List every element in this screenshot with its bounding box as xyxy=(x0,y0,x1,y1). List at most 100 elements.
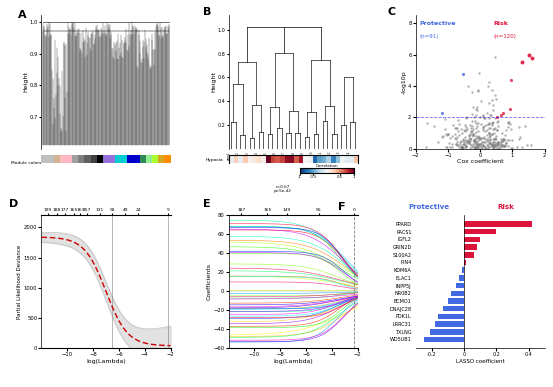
Y-axis label: -log10p: -log10p xyxy=(401,70,407,94)
Point xyxy=(500,132,509,139)
Point xyxy=(447,133,456,139)
Point xyxy=(485,130,494,136)
Point xyxy=(471,106,480,112)
Point xyxy=(476,141,485,147)
Point xyxy=(514,124,523,130)
Point xyxy=(473,120,482,126)
Point xyxy=(468,123,477,129)
Point xyxy=(464,83,473,89)
Point xyxy=(461,142,469,148)
Point xyxy=(507,137,516,143)
Bar xyxy=(424,337,464,342)
Bar xyxy=(54,155,60,163)
Point xyxy=(487,112,495,118)
Point xyxy=(482,137,491,144)
Point xyxy=(486,143,495,149)
Point xyxy=(523,141,531,147)
Point xyxy=(498,136,507,142)
Point xyxy=(446,144,455,151)
Point xyxy=(458,145,467,151)
Bar xyxy=(48,155,54,163)
Point xyxy=(486,137,494,143)
Point xyxy=(462,143,471,149)
Point xyxy=(528,55,536,61)
Point xyxy=(462,143,471,149)
Point xyxy=(473,142,482,148)
Text: gene4: gene4 xyxy=(255,151,259,160)
Point xyxy=(488,131,497,137)
Point xyxy=(507,145,516,151)
Point xyxy=(485,134,494,140)
X-axis label: log(Lambda): log(Lambda) xyxy=(86,359,126,364)
Point xyxy=(474,134,483,140)
Point xyxy=(499,110,508,116)
Point xyxy=(478,125,487,131)
Point xyxy=(473,88,482,94)
Point xyxy=(515,134,524,140)
Point xyxy=(484,143,493,149)
Point xyxy=(434,139,442,146)
Point xyxy=(475,70,484,77)
Point xyxy=(479,123,488,129)
Point xyxy=(488,120,497,126)
Point xyxy=(491,54,499,60)
Point xyxy=(476,136,484,142)
Point xyxy=(489,143,498,149)
Point xyxy=(488,144,497,150)
Text: A: A xyxy=(18,10,27,20)
Point xyxy=(503,143,512,149)
Point xyxy=(492,135,500,142)
Point xyxy=(479,127,488,133)
Bar xyxy=(103,155,109,163)
Point xyxy=(462,127,471,133)
Point xyxy=(461,115,470,122)
Point xyxy=(451,131,460,137)
Point xyxy=(506,121,515,127)
Point xyxy=(479,142,488,148)
Point xyxy=(469,137,478,143)
Point xyxy=(518,144,526,150)
Point xyxy=(469,138,478,144)
Point xyxy=(486,141,495,147)
Bar xyxy=(140,155,146,163)
Text: gene1: gene1 xyxy=(227,151,231,160)
Point xyxy=(488,136,497,142)
Y-axis label: Height: Height xyxy=(211,72,216,92)
Point xyxy=(483,135,492,142)
Point xyxy=(483,110,492,116)
Point xyxy=(489,139,498,145)
Point xyxy=(472,112,481,118)
Point xyxy=(498,138,507,144)
Y-axis label: Coefficients: Coefficients xyxy=(207,263,212,300)
Point xyxy=(471,118,480,125)
Text: (n=120): (n=120) xyxy=(493,34,516,39)
Point xyxy=(500,143,509,149)
Point xyxy=(481,144,489,150)
Point xyxy=(485,125,494,131)
Point xyxy=(466,135,474,141)
Point xyxy=(515,135,524,142)
Point xyxy=(491,135,499,142)
Point xyxy=(488,142,497,148)
Point xyxy=(472,138,481,144)
Point xyxy=(444,131,452,137)
Point xyxy=(468,126,477,132)
Text: (n=91): (n=91) xyxy=(420,34,439,39)
Point xyxy=(492,133,500,139)
Point xyxy=(469,138,478,144)
Y-axis label: Partial Likelihood Deviance: Partial Likelihood Deviance xyxy=(17,245,23,319)
Point xyxy=(478,124,487,130)
Bar xyxy=(448,298,464,304)
Point xyxy=(489,107,498,113)
Point xyxy=(476,114,485,120)
Point xyxy=(456,126,465,132)
Point xyxy=(473,127,482,134)
Point xyxy=(487,141,495,147)
Point xyxy=(471,145,480,151)
Point xyxy=(488,120,497,126)
Point xyxy=(421,144,430,150)
Point xyxy=(481,115,489,121)
Bar xyxy=(443,306,464,312)
Point xyxy=(469,137,478,144)
Point xyxy=(493,139,502,145)
